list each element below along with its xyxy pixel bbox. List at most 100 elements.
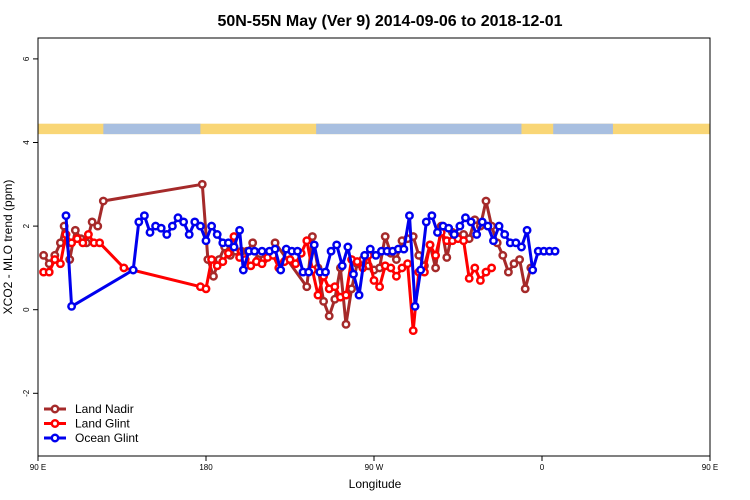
data-point: [302, 282, 312, 292]
data-point: [459, 236, 469, 246]
data-point: [498, 250, 508, 260]
data-point: [517, 242, 526, 252]
data-point: [212, 230, 222, 239]
data-point: [184, 230, 194, 239]
series-land-nadir: [39, 179, 536, 329]
data-point: [238, 265, 248, 275]
data-point: [201, 284, 211, 294]
data-point: [209, 271, 218, 281]
data-point: [50, 255, 60, 264]
data-point: [235, 225, 245, 235]
data-point: [347, 284, 357, 294]
data-point: [449, 230, 459, 239]
data-point: [218, 257, 228, 267]
data-point: [365, 244, 375, 254]
data-point: [520, 284, 530, 294]
data-point: [483, 221, 493, 231]
data-point: [324, 311, 334, 321]
data-point: [190, 217, 200, 227]
data-point: [386, 263, 396, 273]
ocean-band: [553, 123, 613, 135]
data-point: [391, 255, 401, 264]
x-tick-label: 90 E: [702, 463, 718, 472]
data-point: [39, 250, 49, 260]
y-tick-label: 2: [22, 223, 31, 228]
data-point: [319, 296, 329, 306]
data-point: [522, 225, 532, 235]
data-point: [307, 232, 317, 242]
data-point: [44, 267, 54, 277]
data-point: [195, 221, 205, 231]
data-point: [515, 255, 525, 264]
data-point: [477, 217, 487, 227]
data-point: [481, 196, 491, 206]
y-axis-ticks: -2 0 2 4 6: [22, 56, 38, 397]
legend-label: Land Glint: [75, 417, 130, 431]
data-point: [349, 269, 358, 279]
data-point: [427, 211, 437, 221]
data-point: [528, 265, 538, 275]
data-point: [207, 221, 217, 231]
x-tick-label: 90 E: [30, 463, 46, 472]
data-point: [95, 238, 105, 248]
data-point: [156, 223, 166, 233]
data-point: [119, 263, 129, 273]
y-tick-label: -2: [22, 389, 31, 397]
data-point: [223, 238, 233, 248]
y-tick-label: 4: [22, 140, 31, 145]
data-point: [371, 250, 381, 260]
data-point: [550, 246, 560, 256]
data-point: [61, 211, 71, 221]
data-point: [466, 217, 476, 227]
data-point: [67, 301, 77, 311]
y-tick-label: 6: [22, 56, 31, 61]
data-point: [337, 261, 347, 271]
x-axis-label: Longitude: [349, 477, 402, 491]
data-point: [509, 259, 519, 269]
data-point: [145, 227, 155, 237]
data-point: [302, 236, 312, 246]
data-point: [425, 240, 435, 250]
ocean-band: [316, 123, 522, 135]
data-point: [481, 267, 491, 277]
data-point: [304, 267, 314, 277]
chart-title: 50N-55N May (Ver 9) 2014-09-06 to 2018-1…: [217, 13, 562, 30]
data-point: [380, 232, 390, 242]
data-point: [313, 290, 323, 300]
data-point: [70, 225, 80, 235]
data-point: [223, 248, 233, 258]
data-point: [464, 273, 474, 283]
data-point: [360, 250, 370, 260]
data-point: [212, 261, 222, 271]
data-point: [173, 213, 183, 223]
data-point: [455, 221, 465, 231]
data-point: [341, 319, 351, 329]
data-point: [321, 267, 330, 277]
data-point: [162, 230, 172, 239]
series-ocean-glint: [61, 211, 560, 311]
data-point: [248, 238, 258, 248]
x-tick-label: 180: [199, 463, 213, 472]
data-point: [330, 282, 340, 292]
data-point: [78, 238, 88, 248]
data-point: [246, 261, 256, 271]
data-point: [375, 282, 385, 292]
data-point: [475, 275, 485, 285]
data-point: [416, 265, 426, 275]
data-point: [391, 271, 401, 281]
data-point: [487, 263, 497, 273]
data-point: [276, 265, 286, 275]
data-point: [503, 267, 513, 277]
data-point: [403, 259, 413, 269]
data-point: [257, 246, 267, 256]
x-axis-ticks: 90 E 180 90 W 0 90 E: [30, 456, 718, 472]
data-point: [343, 242, 353, 252]
data-point: [405, 211, 414, 221]
data-point: [229, 242, 239, 252]
data-point: [511, 238, 521, 248]
data-point: [326, 246, 336, 256]
data-point: [433, 227, 442, 237]
legend-marker: [50, 433, 60, 443]
